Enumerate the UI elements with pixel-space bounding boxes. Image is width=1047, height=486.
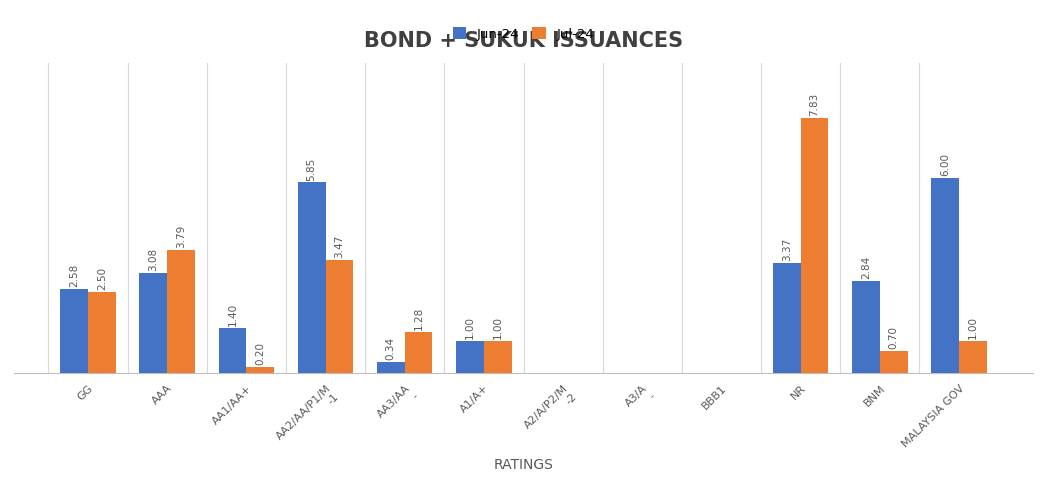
Bar: [246, 367, 274, 373]
Text: 0.34: 0.34: [386, 337, 396, 360]
Bar: [932, 177, 959, 373]
Text: 1.00: 1.00: [465, 316, 475, 339]
Text: 3.08: 3.08: [149, 248, 158, 271]
Legend: Jun-24, Jul-24: Jun-24, Jul-24: [449, 23, 598, 45]
Text: 1.00: 1.00: [493, 316, 503, 339]
Bar: [88, 292, 115, 373]
Text: 2.50: 2.50: [96, 267, 107, 290]
Text: 1.40: 1.40: [227, 303, 238, 326]
Text: 2.58: 2.58: [69, 264, 80, 287]
Bar: [61, 289, 88, 373]
Text: 0.20: 0.20: [255, 342, 265, 365]
Bar: [377, 362, 405, 373]
Bar: [801, 118, 828, 373]
Text: 6.00: 6.00: [940, 153, 951, 175]
Text: 3.47: 3.47: [334, 235, 344, 258]
Text: 7.83: 7.83: [809, 93, 820, 116]
Text: 3.37: 3.37: [782, 238, 792, 261]
Bar: [168, 250, 195, 373]
X-axis label: RATINGS: RATINGS: [493, 458, 554, 472]
Bar: [879, 350, 908, 373]
Text: 1.00: 1.00: [967, 316, 978, 339]
Bar: [139, 273, 168, 373]
Text: 1.28: 1.28: [414, 306, 424, 330]
Bar: [297, 183, 326, 373]
Bar: [219, 328, 246, 373]
Bar: [326, 260, 353, 373]
Bar: [484, 341, 512, 373]
Text: 2.84: 2.84: [861, 256, 871, 279]
Bar: [852, 281, 879, 373]
Bar: [456, 341, 484, 373]
Text: 0.70: 0.70: [889, 326, 898, 348]
Bar: [959, 341, 986, 373]
Title: BOND + SUKUK ISSUANCES: BOND + SUKUK ISSUANCES: [364, 31, 683, 51]
Text: 5.85: 5.85: [307, 157, 316, 180]
Bar: [773, 263, 801, 373]
Text: 3.79: 3.79: [176, 225, 186, 248]
Bar: [405, 331, 432, 373]
